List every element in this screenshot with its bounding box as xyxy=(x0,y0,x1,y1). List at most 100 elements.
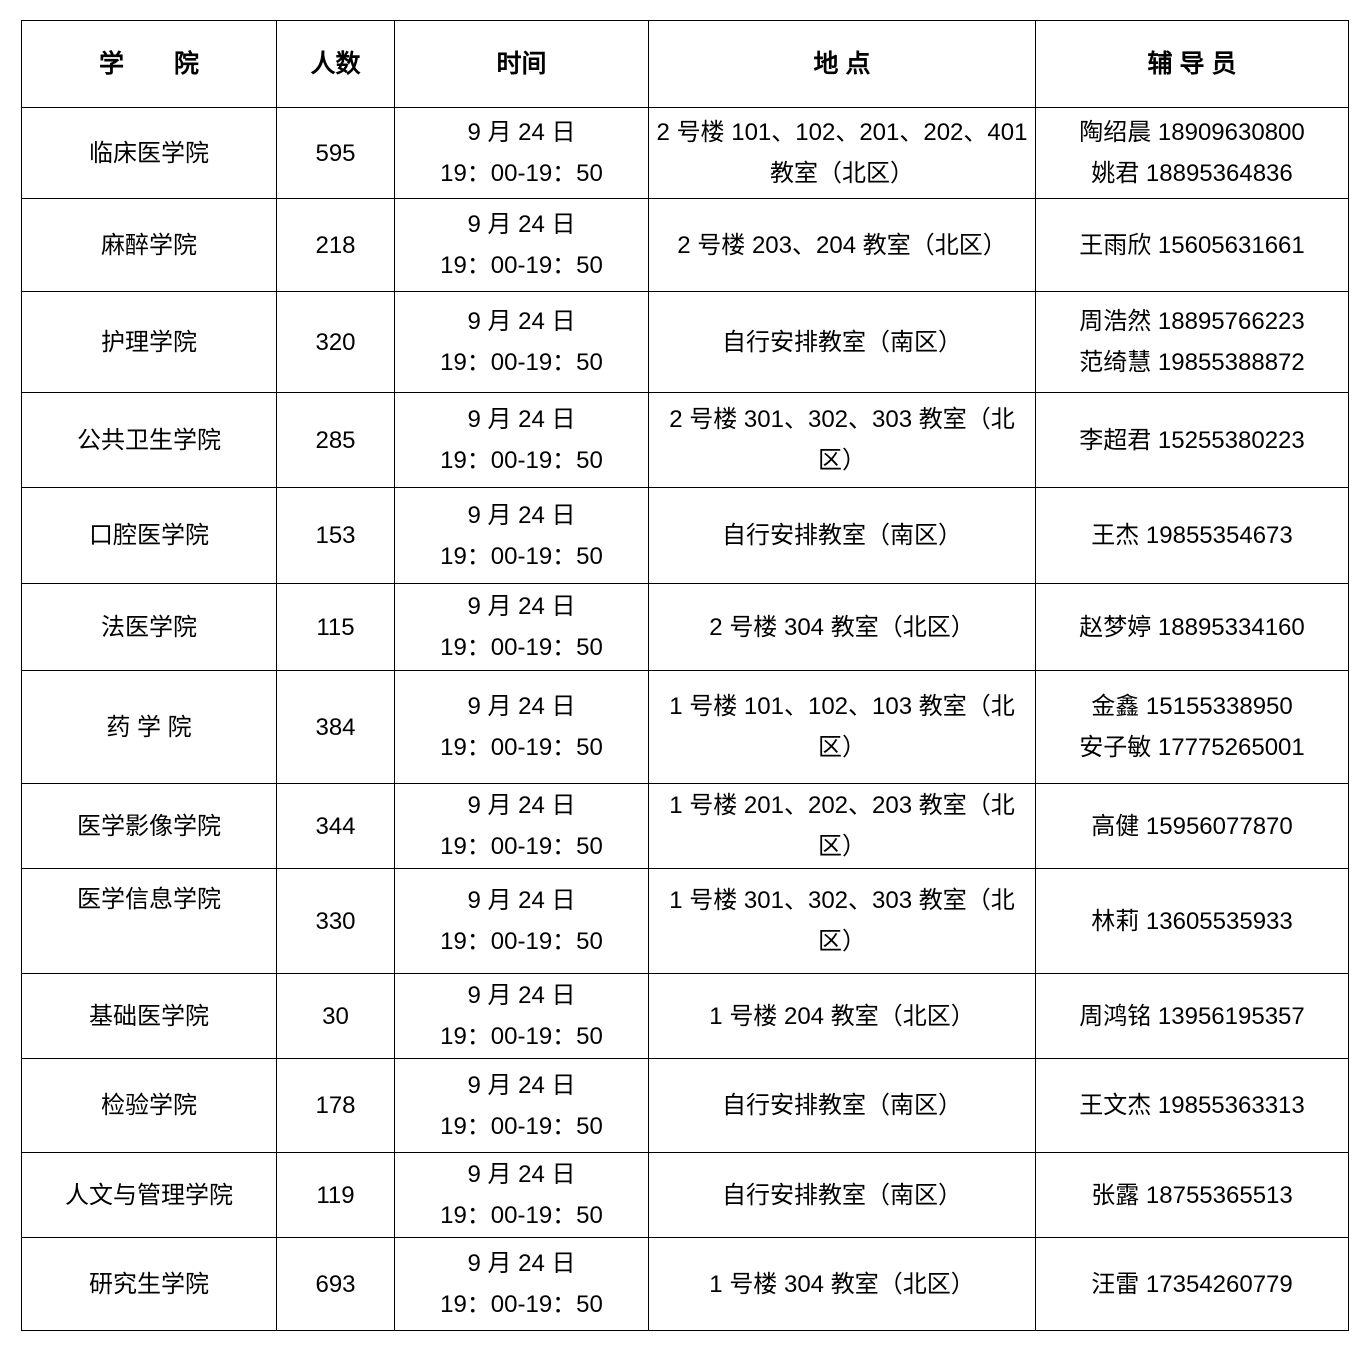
table-row: 人文与管理学院 119 9 月 24 日 19：00-19：50 自行安排教室（南区） 张… xyxy=(21,1152,1349,1238)
student-count: 153 xyxy=(315,522,356,549)
counselor-contact: 林莉 13605535933 xyxy=(1091,907,1293,935)
count-cell: 285 xyxy=(276,392,395,488)
date-text: 9 月 24 日 xyxy=(467,593,576,620)
header-time: 时间 xyxy=(394,20,649,108)
student-count: 344 xyxy=(315,812,356,840)
college-cell: 麻醉学院 xyxy=(21,198,277,292)
college-cell: 人文与管理学院 xyxy=(21,1152,277,1238)
time-cell: 9 月 24 日 19：00-19：50 xyxy=(394,1152,649,1238)
location-cell: 1 号楼 304 教室（北区） xyxy=(648,1237,1036,1331)
location-text: 自行安排教室（南区） xyxy=(722,522,962,549)
counselor-contact: 安子敏 17775265001 xyxy=(1079,734,1305,761)
date-text: 9 月 24 日 xyxy=(467,119,576,146)
time-text: 19：00-19：50 xyxy=(440,1291,603,1318)
college-cell: 药 学 院 xyxy=(21,670,277,784)
college-cell: 口腔医学院 xyxy=(21,487,277,584)
location-cell: 自行安排教室（南区） xyxy=(648,1058,1036,1153)
college-name: 麻醉学院 xyxy=(101,231,197,259)
time-cell: 9 月 24 日 19：00-19：50 xyxy=(394,583,649,671)
college-cell: 医学影像学院 xyxy=(21,783,277,869)
counselor-contact: 金鑫 15155338950 xyxy=(1091,693,1293,720)
table-row: 医学信息学院 330 9 月 24 日 19：00-19：50 1 号楼 301、302… xyxy=(21,868,1349,974)
date-text: 9 月 24 日 xyxy=(467,982,576,1009)
counselor-cell: 金鑫 15155338950 安子敏 17775265001 xyxy=(1035,670,1349,784)
time-text: 19：00-19：50 xyxy=(440,634,603,661)
counselor-contact: 周鸿铭 13956195357 xyxy=(1079,1002,1305,1030)
college-cell: 研究生学院 xyxy=(21,1237,277,1331)
time-text: 19：00-19：50 xyxy=(440,928,603,955)
student-count: 178 xyxy=(315,1092,356,1119)
counselor-cell: 周鸿铭 13956195357 xyxy=(1035,973,1349,1059)
counselor-contact: 高健 15956077870 xyxy=(1091,812,1293,840)
location-cell: 自行安排教室（南区） xyxy=(648,291,1036,393)
college-name: 医学信息学院 xyxy=(77,886,221,913)
header-count: 人数 xyxy=(276,20,395,108)
counselor-cell: 李超君 15255380223 xyxy=(1035,392,1349,488)
college-cell: 基础医学院 xyxy=(21,973,277,1059)
time-text: 19：00-19：50 xyxy=(440,349,603,376)
time-text: 19：00-19：50 xyxy=(440,447,603,474)
student-count: 384 xyxy=(315,713,356,741)
date-text: 9 月 24 日 xyxy=(467,308,576,335)
location-cell: 2 号楼 203、204 教室（北区） xyxy=(648,198,1036,292)
college-name: 人文与管理学院 xyxy=(65,1181,233,1209)
time-cell: 9 月 24 日 19：00-19：50 xyxy=(394,392,649,488)
location-text: 1 号楼 204 教室（北区） xyxy=(709,1002,975,1030)
student-count: 218 xyxy=(315,231,356,259)
time-text: 19：00-19：50 xyxy=(440,252,603,279)
location-text: 1 号楼 101、102、103 教室（北区） xyxy=(669,693,1015,761)
table-row: 医学影像学院 344 9 月 24 日 19：00-19：50 1 号楼 201、202… xyxy=(21,783,1349,869)
counselor-contact: 范绮慧 19855388872 xyxy=(1079,349,1305,376)
time-cell: 9 月 24 日 19：00-19：50 xyxy=(394,1237,649,1331)
time-text: 19：00-19：50 xyxy=(440,734,603,761)
counselor-cell: 王文杰 19855363313 xyxy=(1035,1058,1349,1153)
location-text: 2 号楼 304 教室（北区） xyxy=(709,613,975,641)
time-cell: 9 月 24 日 19：00-19：50 xyxy=(394,198,649,292)
count-cell: 218 xyxy=(276,198,395,292)
count-cell: 330 xyxy=(276,868,395,974)
counselor-cell: 王杰 19855354673 xyxy=(1035,487,1349,584)
location-text: 1 号楼 201、202、203 教室（北区） xyxy=(669,792,1015,860)
time-cell: 9 月 24 日 19：00-19：50 xyxy=(394,670,649,784)
time-text: 19：00-19：50 xyxy=(440,160,603,187)
location-cell: 1 号楼 201、202、203 教室（北区） xyxy=(648,783,1036,869)
college-name: 临床医学院 xyxy=(89,139,209,167)
student-count: 30 xyxy=(322,1002,349,1030)
table-row: 口腔医学院 153 9 月 24 日 19：00-19：50 自行安排教室（南区） 王杰 … xyxy=(21,487,1349,584)
student-count: 693 xyxy=(315,1270,356,1298)
counselor-cell: 张露 18755365513 xyxy=(1035,1152,1349,1238)
student-count: 595 xyxy=(315,139,356,167)
counselor-cell: 王雨欣 15605631661 xyxy=(1035,198,1349,292)
counselor-cell: 汪雷 17354260779 xyxy=(1035,1237,1349,1331)
schedule-table: 学 院 人数 时间 地 点 辅 导 员 临床医学院 595 9 月 24 日 19：0… xyxy=(21,20,1349,1331)
counselor-contact: 赵梦婷 18895334160 xyxy=(1079,613,1305,641)
student-count: 330 xyxy=(315,907,356,935)
time-text: 19：00-19：50 xyxy=(440,833,603,860)
college-name: 公共卫生学院 xyxy=(77,426,221,454)
location-cell: 1 号楼 301、302、303 教室（北区） xyxy=(648,868,1036,974)
counselor-cell: 周浩然 18895766223 范绮慧 19855388872 xyxy=(1035,291,1349,393)
location-cell: 1 号楼 204 教室（北区） xyxy=(648,973,1036,1059)
table-row: 临床医学院 595 9 月 24 日 19：00-19：50 2 号楼 101、102、… xyxy=(21,107,1349,199)
date-text: 9 月 24 日 xyxy=(467,406,576,433)
time-cell: 9 月 24 日 19：00-19：50 xyxy=(394,487,649,584)
counselor-contact: 王杰 19855354673 xyxy=(1091,522,1293,549)
location-cell: 自行安排教室（南区） xyxy=(648,1152,1036,1238)
count-cell: 30 xyxy=(276,973,395,1059)
time-text: 19：00-19：50 xyxy=(440,542,603,570)
student-count: 119 xyxy=(316,1181,355,1209)
time-text: 19：00-19：50 xyxy=(440,1202,603,1229)
location-text: 2 号楼 101、102、201、202、401 教室（北区） xyxy=(656,119,1028,187)
count-cell: 178 xyxy=(276,1058,395,1153)
college-cell: 公共卫生学院 xyxy=(21,392,277,488)
time-cell: 9 月 24 日 19：00-19：50 xyxy=(394,868,649,974)
date-text: 9 月 24 日 xyxy=(467,693,576,720)
location-text: 1 号楼 304 教室（北区） xyxy=(709,1270,975,1298)
table-row: 麻醉学院 218 9 月 24 日 19：00-19：50 2 号楼 203、204 教… xyxy=(21,198,1349,292)
table-row: 护理学院 320 9 月 24 日 19：00-19：50 自行安排教室（南区） 周浩然 … xyxy=(21,291,1349,393)
college-cell: 护理学院 xyxy=(21,291,277,393)
counselor-contact: 汪雷 17354260779 xyxy=(1091,1270,1293,1298)
location-text: 自行安排教室（南区） xyxy=(722,1181,962,1209)
date-text: 9 月 24 日 xyxy=(467,1250,576,1277)
student-count: 285 xyxy=(315,426,356,454)
